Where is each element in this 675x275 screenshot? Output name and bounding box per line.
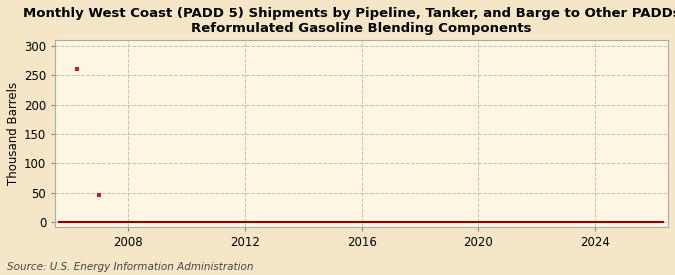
Title: Monthly West Coast (PADD 5) Shipments by Pipeline, Tanker, and Barge to Other PA: Monthly West Coast (PADD 5) Shipments by… bbox=[23, 7, 675, 35]
Text: Source: U.S. Energy Information Administration: Source: U.S. Energy Information Administ… bbox=[7, 262, 253, 272]
Y-axis label: Thousand Barrels: Thousand Barrels bbox=[7, 82, 20, 185]
